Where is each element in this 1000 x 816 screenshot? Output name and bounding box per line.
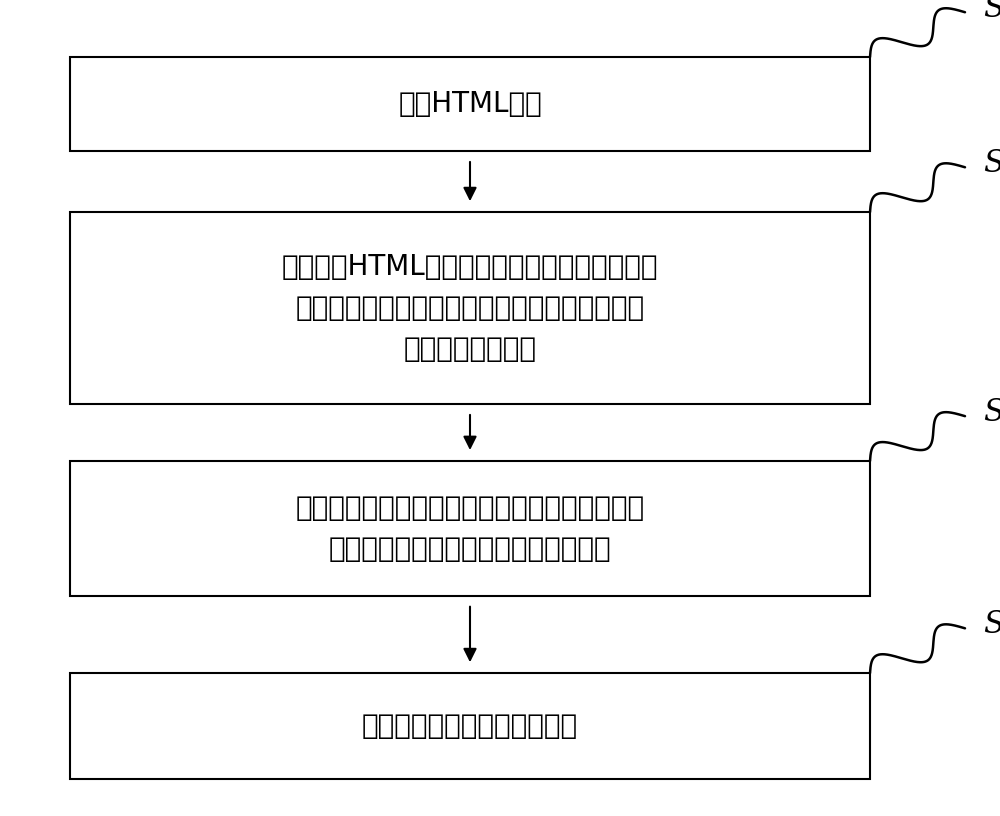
Bar [70, 461, 870, 596]
Bar [70, 673, 870, 779]
Text: S2: S2 [983, 148, 1000, 179]
Text: S1: S1 [983, 0, 1000, 24]
Bar [70, 212, 870, 404]
Text: 利用训练好的网络表格结构识别模型基于获取的
表格相关信息进行网络表格结构的识别: 利用训练好的网络表格结构识别模型基于获取的 表格相关信息进行网络表格结构的识别 [295, 494, 645, 563]
Text: 对输入的HTML文件进行预处理以获取其中的表
格相关信息，所述表格相关信息包括单元格文本
和单元格所在位置: 对输入的HTML文件进行预处理以获取其中的表 格相关信息，所述表格相关信息包括单… [282, 253, 658, 363]
Text: S3: S3 [983, 397, 1000, 428]
Text: S4: S4 [983, 609, 1000, 640]
Text: 输入HTML文件: 输入HTML文件 [398, 90, 542, 118]
Bar [70, 57, 870, 151]
Text: 输出识别得到的网络表格结构: 输出识别得到的网络表格结构 [362, 712, 578, 740]
